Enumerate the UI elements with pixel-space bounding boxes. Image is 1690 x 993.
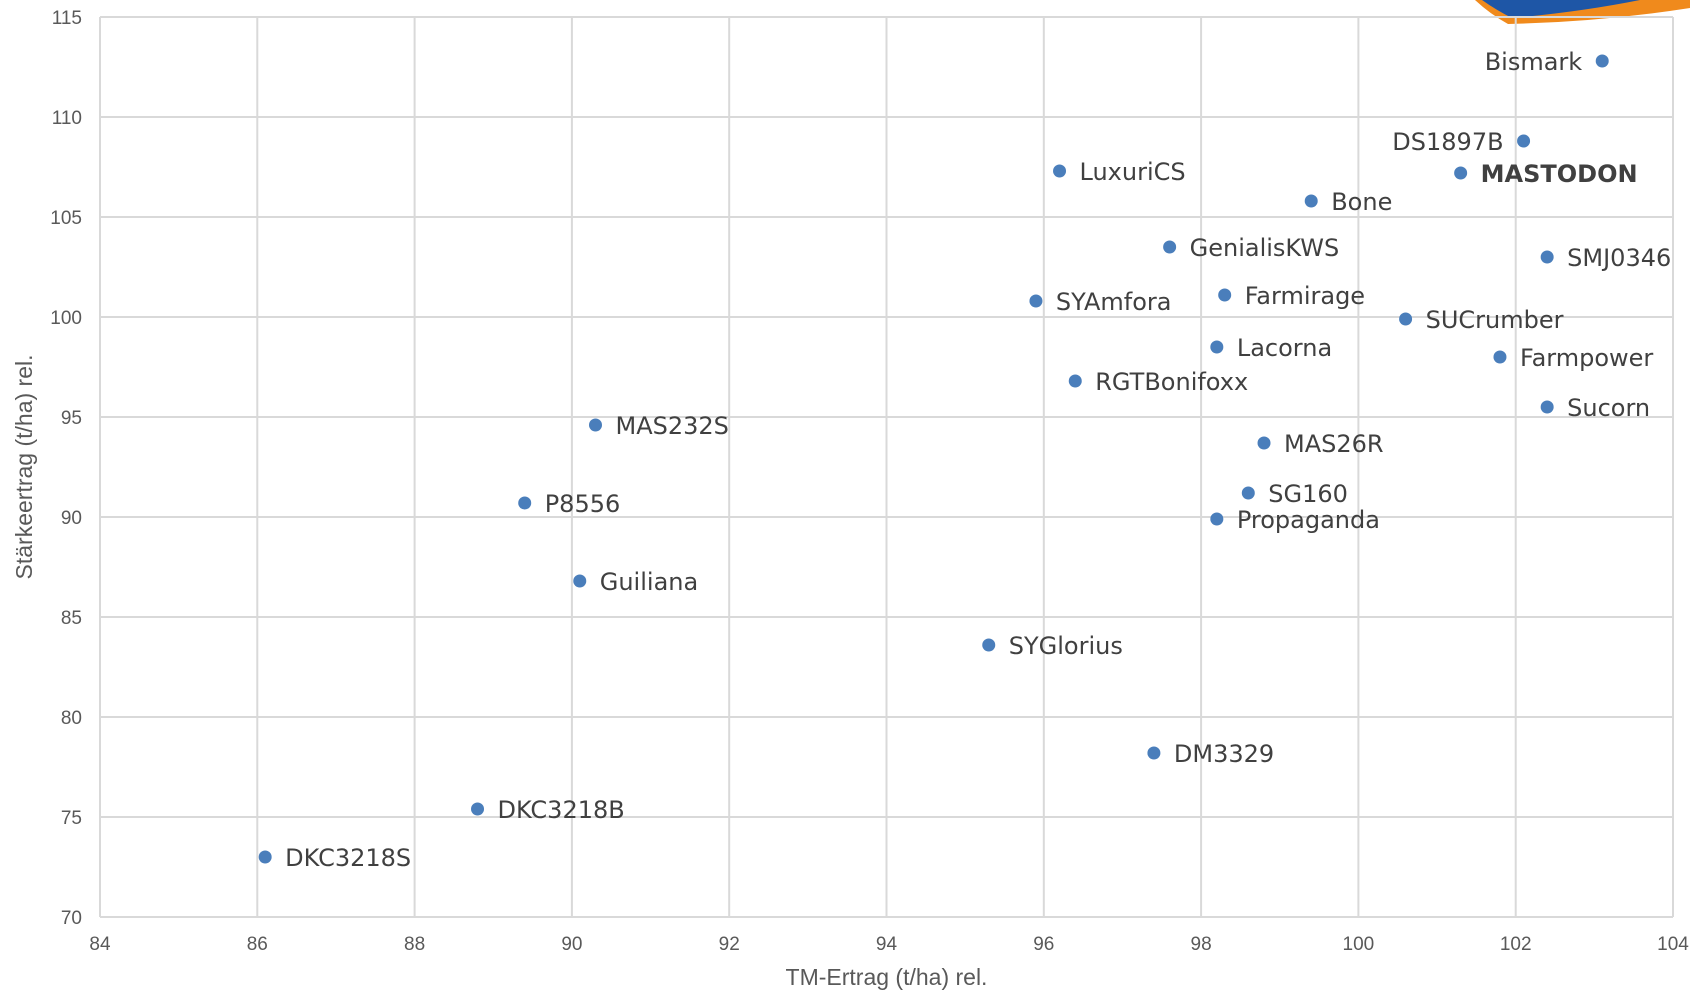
data-point (1218, 288, 1232, 302)
data-label: DM3329 (1174, 740, 1274, 768)
data-point (1241, 486, 1255, 500)
y-axis-title: Stärkeertrag (t/ha) rel. (11, 355, 37, 580)
y-tick-label: 105 (50, 208, 82, 229)
x-axis-title: TM-Ertrag (t/ha) rel. (786, 964, 988, 990)
data-label: MAS232S (615, 412, 728, 440)
x-tick-label: 88 (404, 934, 425, 955)
data-label: DKC3218S (285, 844, 411, 872)
data-label: SG160 (1268, 480, 1348, 508)
data-label: LuxuriCS (1080, 158, 1186, 186)
data-label: MAS26R (1284, 430, 1384, 458)
data-point (1304, 194, 1318, 208)
data-point (1454, 166, 1468, 180)
y-tick-label: 95 (61, 408, 82, 429)
data-point (1163, 240, 1177, 254)
data-point (1029, 294, 1043, 308)
data-point (1517, 134, 1531, 148)
data-label: Bismark (1485, 48, 1583, 76)
data-point (1210, 512, 1224, 526)
data-point (1540, 250, 1554, 264)
x-tick-label: 86 (247, 934, 268, 955)
corner-logo-fragment (1475, 0, 1690, 24)
data-point (258, 850, 272, 864)
y-tick-label: 115 (52, 8, 82, 29)
data-label: DS1897B (1392, 128, 1503, 156)
data-point (982, 638, 996, 652)
data-label: Sucorn (1567, 394, 1650, 422)
data-labels: Bismark DS1897B MASTODON LuxuriCS Bone Genial… (285, 48, 1671, 872)
data-point (1595, 54, 1609, 68)
data-label: Farmpower (1520, 344, 1653, 372)
data-point (1399, 312, 1413, 326)
x-tick-label: 94 (876, 934, 898, 955)
y-tick-label: 70 (61, 908, 82, 929)
y-tick-label: 110 (52, 108, 82, 129)
data-point (1257, 436, 1271, 450)
data-label: Lacorna (1237, 334, 1332, 362)
data-label: Guiliana (600, 568, 698, 596)
x-tick-label: 100 (1343, 934, 1375, 955)
data-point (588, 418, 602, 432)
axis-ticks: 84 86 88 90 92 94 96 98 100 102 104 70 75 80 85 90 95 100… (50, 8, 1689, 955)
data-label: Farmirage (1245, 282, 1365, 310)
grid (99, 16, 1674, 918)
data-label: Propaganda (1237, 506, 1380, 534)
data-label: MASTODON (1481, 160, 1638, 188)
data-label: SYGlorius (1009, 632, 1123, 660)
data-point (471, 802, 485, 816)
data-points (258, 54, 1609, 864)
data-label: P8556 (545, 490, 621, 518)
x-tick-label: 104 (1657, 934, 1689, 955)
data-label: Bone (1331, 188, 1392, 216)
data-label: DKC3218B (498, 796, 625, 824)
y-tick-label: 85 (61, 608, 82, 629)
x-tick-label: 84 (89, 934, 111, 955)
data-point (1068, 374, 1082, 388)
data-point (518, 496, 532, 510)
data-point (1053, 164, 1067, 178)
y-tick-label: 100 (50, 308, 82, 329)
x-tick-label: 92 (719, 934, 740, 955)
data-point (1493, 350, 1507, 364)
data-point (1210, 340, 1224, 354)
x-tick-label: 98 (1191, 934, 1212, 955)
x-tick-label: 96 (1033, 934, 1054, 955)
data-point (1540, 400, 1554, 414)
data-label: SYAmfora (1056, 288, 1172, 316)
y-tick-label: 90 (61, 508, 82, 529)
data-label: SMJ0346 (1567, 244, 1671, 272)
data-point (573, 574, 587, 588)
y-tick-label: 80 (61, 708, 82, 729)
data-point (1147, 746, 1161, 760)
data-label: SUCrumber (1426, 306, 1564, 334)
x-tick-label: 102 (1500, 934, 1532, 955)
y-tick-label: 75 (61, 808, 82, 829)
x-tick-label: 90 (561, 934, 582, 955)
data-label: RGTBonifoxx (1095, 368, 1248, 396)
data-label: GenialisKWS (1190, 234, 1340, 262)
